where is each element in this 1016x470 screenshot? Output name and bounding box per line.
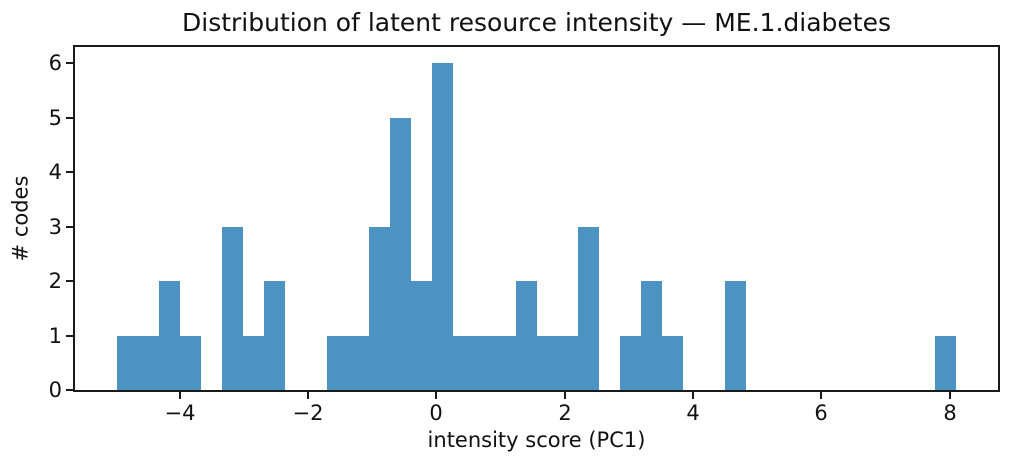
y-axis-tick (66, 226, 73, 228)
histogram-bar (620, 336, 641, 390)
x-axis-tick (179, 392, 181, 399)
histogram-bar (557, 336, 578, 390)
y-axis-tick-label: 5 (48, 106, 62, 130)
histogram-bar (474, 336, 495, 390)
histogram-bar (725, 281, 746, 390)
histogram-bar (411, 281, 432, 390)
histogram-bar (264, 281, 285, 390)
x-axis-tick-label: 0 (429, 401, 443, 425)
histogram-bar (180, 336, 201, 390)
y-axis-tick (66, 117, 73, 119)
histogram-bar (662, 336, 683, 390)
histogram-bar (327, 336, 348, 390)
histogram-bar (390, 118, 411, 390)
y-axis-tick (66, 62, 73, 64)
y-axis-tick (66, 335, 73, 337)
x-axis-tick (949, 392, 951, 399)
y-axis-tick-label: 0 (48, 378, 62, 402)
histogram-bar (222, 227, 243, 390)
y-axis-tick (66, 280, 73, 282)
x-axis-tick-label: 8 (943, 401, 957, 425)
x-axis-tick-label: −2 (292, 401, 324, 425)
y-axis-tick (66, 171, 73, 173)
histogram-bar (117, 336, 138, 390)
x-axis-tick-label: 6 (814, 401, 828, 425)
histogram-bar (516, 281, 537, 390)
y-axis-tick-label: 6 (48, 51, 62, 75)
y-axis-tick (66, 389, 73, 391)
plot-area: −4 −2 0 2 4 6 8 0 1 2 3 4 5 6 (49, 45, 1000, 424)
chart-title: Distribution of latent resource intensit… (182, 8, 891, 37)
x-axis-tick (564, 392, 566, 399)
x-axis-tick-label: 4 (686, 401, 700, 425)
histogram-bar (432, 63, 453, 390)
histogram-bar (369, 227, 390, 390)
x-axis-tick-label: −4 (164, 401, 196, 425)
histogram-bar (495, 336, 516, 390)
y-axis-tick-label: 4 (48, 160, 62, 184)
histogram-bar (537, 336, 557, 390)
histogram-bar (138, 336, 159, 390)
histogram-bar (243, 336, 264, 390)
histogram-bar (935, 336, 956, 390)
histogram-bar (578, 227, 599, 390)
x-axis-tick (692, 392, 694, 399)
x-axis-tick (820, 392, 822, 399)
y-axis-tick-label: 3 (48, 215, 62, 239)
x-axis-tick (435, 392, 437, 399)
y-axis-tick-label: 2 (48, 269, 62, 293)
histogram-bar (641, 281, 662, 390)
y-axis-tick-label: 1 (48, 324, 62, 348)
x-axis-label: intensity score (PC1) (427, 428, 646, 452)
histogram-bar (348, 336, 369, 390)
x-axis-tick-label: 2 (558, 401, 572, 425)
histogram-bar (159, 281, 180, 390)
histogram-bar (453, 336, 474, 390)
x-axis-tick (307, 392, 309, 399)
